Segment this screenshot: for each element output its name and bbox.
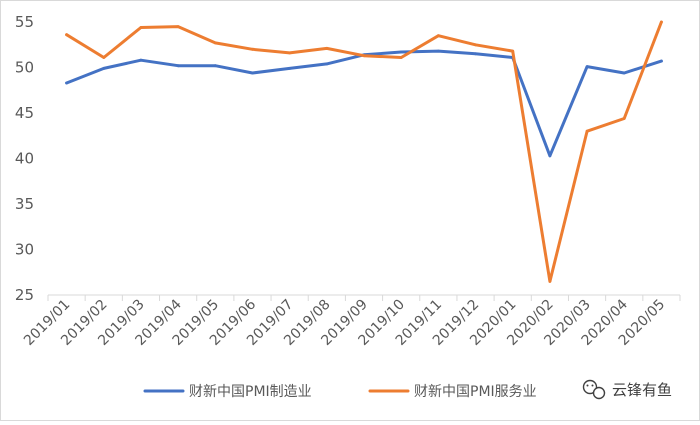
- data-point: [65, 81, 68, 85]
- series-2: [65, 20, 663, 283]
- legend-label: 财新中国PMI服务业: [414, 384, 537, 400]
- y-tick-label: 35: [15, 195, 34, 213]
- data-point: [251, 47, 254, 51]
- data-point: [65, 33, 68, 37]
- data-point: [511, 49, 515, 53]
- watermark-text: 云锋有鱼: [612, 381, 672, 399]
- data-point: [362, 54, 366, 58]
- series-layer: [65, 20, 663, 283]
- data-point: [474, 43, 477, 47]
- data-point: [622, 117, 626, 120]
- y-tick-label: 45: [15, 104, 34, 122]
- y-axis: 25 30 35 40 45 50 55: [15, 13, 34, 304]
- data-point: [548, 154, 552, 158]
- data-point: [102, 56, 106, 59]
- data-point: [288, 67, 291, 70]
- data-point: [176, 25, 180, 28]
- legend-label: 财新中国PMI制造业: [189, 384, 312, 400]
- data-point: [139, 26, 143, 29]
- data-point: [548, 280, 552, 283]
- data-point: [437, 49, 440, 53]
- data-point: [399, 56, 403, 59]
- data-point: [213, 64, 217, 68]
- data-point: [325, 47, 329, 50]
- data-point: [437, 34, 440, 38]
- y-tick-label: 50: [15, 59, 34, 77]
- data-point: [660, 59, 663, 63]
- data-point: [585, 65, 589, 68]
- y-tick-label: 30: [15, 241, 34, 259]
- data-point: [139, 58, 143, 62]
- watermark: 云锋有鱼: [582, 379, 672, 400]
- data-point: [399, 50, 403, 54]
- legend-item: 财新中国PMI服务业: [368, 384, 537, 400]
- data-point: [288, 51, 291, 55]
- data-point: [176, 64, 180, 68]
- wechat-icon: [582, 379, 606, 400]
- data-point: [585, 129, 589, 133]
- data-point: [251, 71, 254, 75]
- data-point: [102, 67, 106, 70]
- data-point: [325, 62, 329, 66]
- data-point: [660, 20, 663, 24]
- y-tick-label: 40: [15, 150, 34, 168]
- legend-item: 财新中国PMI制造业: [143, 384, 312, 400]
- data-point: [213, 41, 217, 45]
- y-tick-label: 55: [15, 13, 34, 31]
- data-point: [622, 71, 626, 75]
- data-point: [474, 52, 477, 56]
- y-tick-label: 25: [15, 286, 34, 304]
- legend: 财新中国PMI制造业 财新中国PMI服务业: [143, 384, 537, 400]
